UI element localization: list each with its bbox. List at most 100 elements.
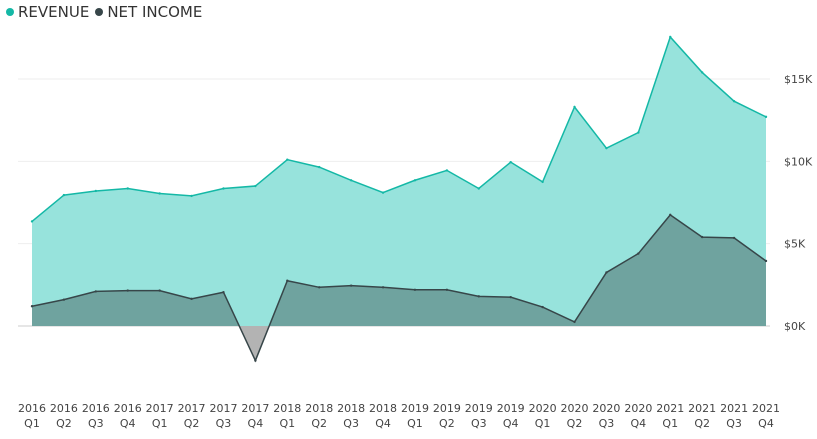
- x-tick-label: 2020 Q1: [529, 402, 557, 430]
- legend-item-net-income[interactable]: NET INCOME: [95, 3, 202, 21]
- x-tick-quarter: Q2: [694, 417, 710, 430]
- revenue-area: [32, 37, 766, 326]
- net-income-point: [190, 297, 193, 301]
- x-tick-quarter: Q4: [248, 417, 264, 430]
- revenue-legend-dot: [6, 8, 14, 16]
- x-tick-label: 2021 Q2: [688, 402, 716, 430]
- x-tick-year: 2016: [50, 402, 78, 415]
- x-tick-quarter: Q1: [407, 417, 423, 430]
- x-tick-quarter: Q2: [184, 417, 200, 430]
- x-tick-quarter: Q2: [439, 417, 455, 430]
- net-income-line: [31, 213, 767, 363]
- revenue-point: [126, 187, 129, 190]
- revenue-point: [669, 35, 672, 39]
- revenue-point: [509, 160, 512, 164]
- x-tick-label: 2016 Q4: [114, 402, 142, 430]
- net-income-point: [381, 286, 385, 289]
- revenue-point: [94, 189, 98, 193]
- net-income-point: [445, 288, 449, 291]
- net-income-point: [669, 213, 672, 217]
- x-tick-year: 2019: [433, 402, 461, 415]
- x-tick-quarter: Q4: [503, 417, 519, 430]
- x-tick-quarter: Q1: [662, 417, 678, 430]
- x-tick-label: 2016 Q3: [82, 402, 110, 430]
- x-tick-year: 2020: [592, 402, 620, 415]
- revenue-point: [732, 100, 736, 103]
- revenue-point: [637, 131, 640, 134]
- net-income-point: [700, 235, 704, 239]
- revenue-point: [573, 105, 576, 109]
- x-tick-label: 2018 Q2: [305, 402, 333, 430]
- x-tick-label: 2021 Q1: [656, 402, 684, 430]
- x-tick-year: 2019: [401, 402, 429, 415]
- x-tick-quarter: Q3: [726, 417, 742, 430]
- x-tick-label: 2020 Q3: [592, 402, 620, 430]
- x-tick-label: 2018 Q4: [369, 402, 397, 430]
- x-tick-year: 2016: [82, 402, 110, 415]
- x-tick-label: 2017 Q3: [209, 402, 237, 430]
- x-tick-label: 2018 Q1: [273, 402, 301, 430]
- x-tick-label: 2019 Q1: [401, 402, 429, 430]
- x-tick-year: 2017: [178, 402, 206, 415]
- net-income-point: [349, 284, 353, 287]
- x-tick-quarter: Q3: [216, 417, 232, 430]
- x-tick-year: 2020: [561, 402, 589, 415]
- net-income-point: [286, 279, 289, 282]
- net-income-point: [413, 288, 417, 291]
- series-lines: [30, 35, 768, 363]
- x-tick-year: 2016: [18, 402, 46, 415]
- x-tick-year: 2021: [688, 402, 716, 415]
- revenue-point: [477, 187, 480, 190]
- net-income-point: [94, 290, 98, 293]
- net-income-point: [573, 320, 576, 324]
- x-tick-label: 2017 Q4: [241, 402, 269, 430]
- legend-item-revenue[interactable]: REVENUE: [6, 3, 89, 21]
- x-tick-label: 2017 Q1: [146, 402, 174, 430]
- x-tick-quarter: Q2: [311, 417, 327, 430]
- x-tick-year: 2017: [209, 402, 237, 415]
- x-tick-year: 2016: [114, 402, 142, 415]
- net-income-point: [318, 286, 321, 289]
- x-tick-quarter: Q2: [56, 417, 72, 430]
- net-income-point: [126, 289, 129, 292]
- x-tick-year: 2017: [146, 402, 174, 415]
- y-tick-label: $0K: [784, 320, 806, 333]
- revenue-point: [190, 194, 193, 198]
- net-income-point: [62, 298, 66, 301]
- revenue-point: [158, 192, 161, 195]
- x-tick-quarter: Q4: [120, 417, 136, 430]
- net-income-point: [30, 305, 34, 308]
- net-income-point: [509, 295, 512, 299]
- x-tick-label: 2017 Q2: [178, 402, 206, 430]
- y-axis-ticks: $0K $5K $10K $15K: [784, 73, 813, 333]
- x-tick-quarter: Q4: [631, 417, 647, 430]
- net-income-point: [477, 295, 480, 298]
- revenue-point: [541, 180, 544, 184]
- revenue-point: [286, 158, 289, 161]
- revenue-point: [30, 220, 34, 223]
- x-tick-quarter: Q1: [24, 417, 40, 430]
- net-income-legend-dot: [95, 8, 104, 16]
- x-tick-label: 2020 Q2: [561, 402, 589, 430]
- net-income-point: [732, 236, 736, 240]
- net-income-point: [158, 289, 161, 292]
- x-tick-label: 2016 Q2: [50, 402, 78, 430]
- x-tick-label: 2019 Q4: [497, 402, 525, 430]
- x-tick-year: 2020: [529, 402, 557, 415]
- revenue-point: [700, 71, 704, 74]
- x-tick-quarter: Q3: [471, 417, 487, 430]
- revenue-point: [764, 115, 768, 119]
- x-tick-label: 2021 Q3: [720, 402, 748, 430]
- y-tick-label: $10K: [784, 155, 813, 168]
- net-income-point: [541, 305, 544, 309]
- legend-label-revenue: REVENUE: [18, 3, 90, 21]
- revenue-point: [381, 191, 385, 194]
- x-tick-year: 2021: [656, 402, 684, 415]
- x-tick-quarter: Q1: [152, 417, 168, 430]
- x-tick-year: 2018: [305, 402, 333, 415]
- revenue-point: [349, 179, 353, 182]
- x-tick-label: 2018 Q3: [337, 402, 365, 430]
